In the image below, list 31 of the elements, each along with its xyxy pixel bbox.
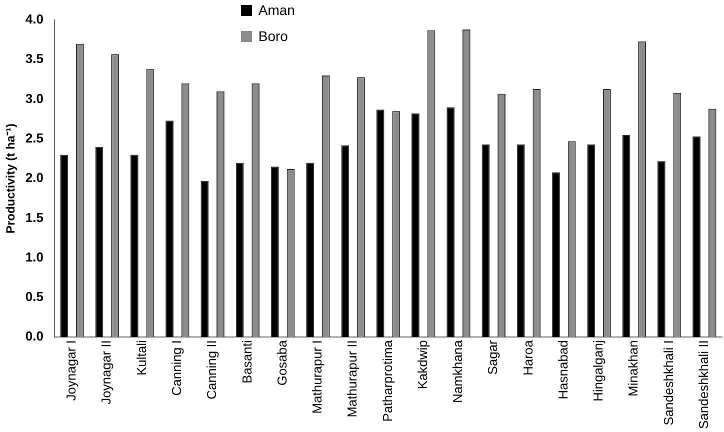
- legend-label: Boro: [258, 28, 288, 44]
- y-axis-title: Productivity (t ha⁻¹): [4, 124, 18, 234]
- y-tick-label: 0.5: [25, 289, 44, 304]
- y-tick-label: 1.5: [25, 210, 44, 225]
- x-tick-label: Gosaba: [274, 339, 290, 386]
- y-tick-label: 2.5: [25, 130, 44, 146]
- x-tick-label: Minakhan: [626, 340, 641, 396]
- y-tick-label: 4.0: [25, 12, 44, 27]
- x-tick-label: Joynagar II: [98, 340, 114, 404]
- x-tick-label: Canning II: [204, 340, 220, 400]
- x-tick-label: Sandeshkhali I: [660, 340, 676, 426]
- y-tick-label: 3.5: [25, 51, 44, 66]
- x-tick-label: Haroa: [520, 339, 536, 376]
- x-tick-label: Hingalganj: [590, 340, 606, 402]
- x-tick-label: Basanti: [239, 340, 254, 384]
- x-tick-label: Mathurapur I: [310, 340, 325, 414]
- y-tick-label: 0.0: [25, 328, 44, 344]
- y-tick-label: 3.0: [25, 90, 44, 106]
- x-tick-label: Canning I: [169, 340, 184, 396]
- x-tick-label: Sagar: [485, 339, 500, 375]
- x-tick-label: Namkhana: [450, 339, 466, 403]
- x-tick-label: Kakdwip: [414, 340, 430, 390]
- legend-label: Aman: [258, 2, 295, 18]
- x-tick-label: Kultali: [134, 340, 149, 376]
- x-tick-label: Patharprotima: [380, 339, 395, 422]
- x-tick-label: Sandeshkhali II: [696, 340, 712, 430]
- y-tick-label: 2.0: [25, 170, 44, 186]
- x-tick-label: Hasnabad: [555, 340, 570, 400]
- y-tick-label: 1.0: [25, 249, 44, 264]
- x-tick-label: Joynagar I: [64, 340, 79, 401]
- x-tick-label: Mathurapur II: [344, 340, 360, 418]
